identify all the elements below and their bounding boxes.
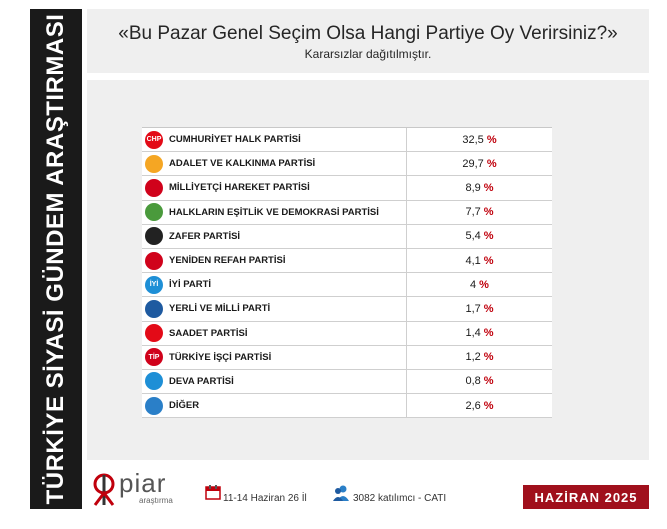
sidebar-title: TÜRKİYE SİYASİ GÜNDEM ARAŞTIRMASI [42,13,69,505]
yrp-logo-icon [145,251,163,270]
chp-logo-icon: CHP [145,130,163,149]
zafer-logo-icon [145,227,163,246]
table-row: DİĞER 2,6% [142,394,552,419]
vote-share-cell: 8,9% [407,182,552,194]
table-row: TİP TÜRKİYE İŞÇİ PARTİSİ 1,2% [142,345,552,370]
percent-sign: % [483,302,494,315]
party-cell: ADALET VE KALKINMA PARTİSİ [142,152,407,176]
party-name: YENİDEN REFAH PARTİSİ [169,255,286,267]
percent-sign: % [486,133,497,146]
page-title: «Bu Pazar Genel Seçim Olsa Hangi Partiye… [118,23,618,44]
party-name: SAADET PARTİSİ [169,327,248,339]
footer: piar araştırma 11-14 Haziran 26 İl 3082 … [87,466,649,509]
table-row: ZAFER PARTİSİ 5,4% [142,224,552,249]
percent-sign: % [483,230,494,243]
party-cell: İYİ İYİ PARTİ [142,273,407,297]
party-name: TÜRKİYE İŞÇİ PARTİSİ [169,351,272,363]
iyi-logo-icon: İYİ [145,275,163,294]
party-name: DİĞER [169,400,200,412]
vote-share-value: 1,2 [465,351,481,364]
percent-sign: % [483,375,494,388]
vote-share-cell: 4,1% [407,255,552,267]
vote-share-cell: 29,7% [407,158,552,170]
vote-share-value: 4,1 [465,254,481,267]
vote-share-cell: 0,8% [407,375,552,387]
people-icon [145,396,163,415]
table-row: CHP CUMHURİYET HALK PARTİSİ 32,5% [142,128,552,153]
table-row: YERLİ VE MİLLİ PARTİ 1,7% [142,297,552,322]
vote-share-cell: 7,7% [407,206,552,218]
table-row: DEVA PARTİSİ 0,8% [142,369,552,395]
party-name: ZAFER PARTİSİ [169,230,241,242]
sidebar: TÜRKİYE SİYASİ GÜNDEM ARAŞTIRMASI [30,9,82,509]
party-cell: MİLLİYETÇİ HAREKET PARTİSİ [142,176,407,200]
vote-share-value: 7,7 [465,206,481,219]
participants-icon [333,485,349,501]
percent-sign: % [483,254,494,267]
table-row: YENİDEN REFAH PARTİSİ 4,1% [142,248,552,274]
saadet-logo-icon [145,324,163,343]
percent-sign: % [483,181,494,194]
piar-logo-icon [93,473,115,506]
party-name: CUMHURİYET HALK PARTİSİ [169,134,301,146]
vote-share-cell: 5,4% [407,230,552,242]
vote-share-value: 2,6 [465,399,481,412]
party-cell: CHP CUMHURİYET HALK PARTİSİ [142,128,407,152]
party-cell: DEVA PARTİSİ [142,369,407,394]
survey-date: 11-14 Haziran 26 İl [223,493,307,504]
party-cell: DİĞER [142,394,407,418]
vote-share-cell: 2,6% [407,400,552,412]
percent-sign: % [479,278,489,291]
percent-sign: % [483,399,494,412]
party-cell: HALKLARIN EŞİTLİK VE DEMOKRASİ PARTİSİ [142,200,407,224]
calendar-icon [205,485,221,500]
vote-share-cell: 32,5% [407,134,552,146]
sample-size: 3082 katılımcı - CATI [353,493,447,504]
vote-share-value: 0,8 [465,375,481,388]
party-name: HALKLARIN EŞİTLİK VE DEMOKRASİ PARTİSİ [169,206,379,218]
page-subtitle: Kararsızlar dağıtılmıştır. [304,47,432,61]
percent-sign: % [483,351,494,364]
table-row: HALKLARIN EŞİTLİK VE DEMOKRASİ PARTİSİ 7,… [142,200,552,225]
vote-share-value: 1,4 [465,327,481,340]
vote-share-cell: 1,4% [407,327,552,339]
table-row: İYİ İYİ PARTİ 4% [142,273,552,298]
results-table: CHP CUMHURİYET HALK PARTİSİ 32,5% ADALET VE… [142,127,552,419]
vote-share-value: 4 [470,278,477,291]
party-name: MİLLİYETÇİ HAREKET PARTİSİ [169,182,310,194]
party-name: İYİ PARTİ [169,279,212,291]
percent-sign: % [486,157,497,170]
party-cell: YERLİ VE MİLLİ PARTİ [142,297,407,321]
dem-tree-logo-icon [145,203,163,222]
vote-share-value: 32,5 [462,133,484,146]
percent-sign: % [483,327,494,340]
party-cell: TİP TÜRKİYE İŞÇİ PARTİSİ [142,345,407,369]
brand-subtitle: araştırma [139,496,173,505]
vote-share-cell: 4% [407,279,552,291]
akp-bulb-logo-icon [145,154,163,173]
vote-share-value: 8,9 [465,181,481,194]
vote-share-cell: 1,2% [407,351,552,363]
vote-share-value: 1,7 [465,302,481,315]
vote-share-cell: 1,7% [407,303,552,315]
vote-share-value: 29,7 [462,157,484,170]
party-name: ADALET VE KALKINMA PARTİSİ [169,158,316,170]
tip-logo-icon: TİP [145,348,163,367]
month-badge: HAZİRAN 2025 [523,485,649,509]
deva-drop-logo-icon [145,372,163,391]
vote-share-value: 5,4 [465,230,481,243]
table-row: MİLLİYETÇİ HAREKET PARTİSİ 8,9% [142,176,552,201]
party-name: YERLİ VE MİLLİ PARTİ [169,303,271,315]
party-name: DEVA PARTİSİ [169,375,234,387]
party-cell: YENİDEN REFAH PARTİSİ [142,248,407,273]
mhp-crescents-logo-icon [145,178,163,197]
header: «Bu Pazar Genel Seçim Olsa Hangi Partiye… [87,9,649,73]
party-cell: SAADET PARTİSİ [142,321,407,345]
table-row: SAADET PARTİSİ 1,4% [142,321,552,346]
ymp-logo-icon [145,299,163,318]
percent-sign: % [483,206,494,219]
table-row: ADALET VE KALKINMA PARTİSİ 29,7% [142,152,552,177]
brand-name: piar [119,468,167,498]
party-cell: ZAFER PARTİSİ [142,224,407,248]
